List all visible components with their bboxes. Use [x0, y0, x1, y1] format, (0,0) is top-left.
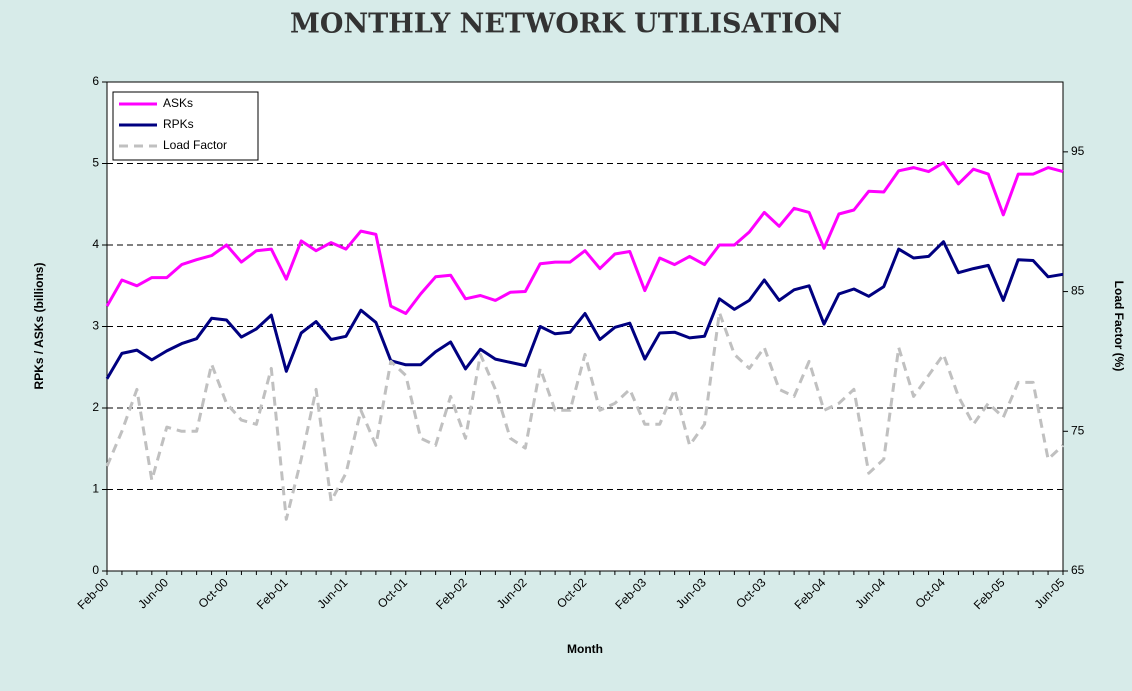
legend-label: RPKs	[163, 117, 194, 131]
x-axis-title: Month	[567, 642, 603, 656]
line-series	[105, 161, 1064, 315]
y-tick-label: 1	[92, 482, 99, 496]
y2-tick-label: 65	[1071, 563, 1085, 577]
legend-label: ASKs	[163, 96, 193, 110]
y-tick-label: 4	[92, 237, 99, 251]
y-tick-label: 5	[92, 156, 99, 170]
y-tick-label: 2	[92, 400, 99, 414]
line-series	[105, 311, 1065, 521]
y2-tick-label: 85	[1071, 284, 1085, 298]
y-axis-title: RPKs / ASKs (billions)	[32, 263, 46, 390]
y-tick-label: 6	[92, 74, 99, 88]
y-tick-label: 3	[92, 319, 99, 333]
chart-title: MONTHLY NETWORK UTILISATION	[290, 9, 842, 40]
legend-label: Load Factor	[163, 138, 227, 152]
y2-tick-label: 95	[1071, 144, 1085, 158]
line-series	[105, 240, 1064, 380]
y2-axis-title: Load Factor (%)	[1112, 281, 1126, 372]
y2-tick-label: 75	[1071, 423, 1085, 437]
plot-area	[106, 81, 1064, 572]
y-tick-label: 0	[92, 563, 99, 577]
